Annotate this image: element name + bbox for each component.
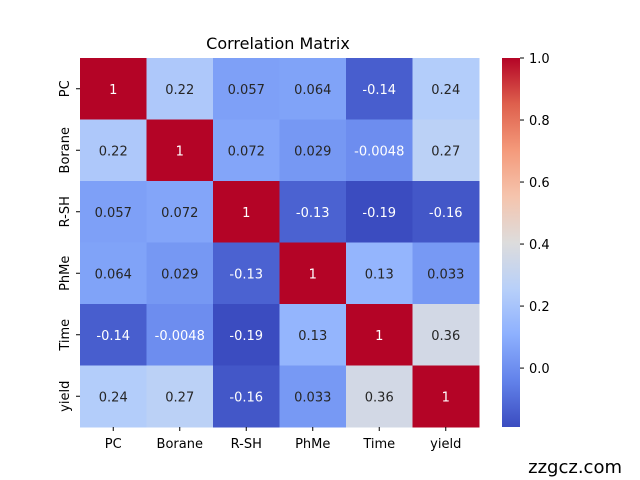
- heatmap-cell-PC-Borane: [146, 58, 214, 120]
- cell-value-label: -0.14: [96, 329, 130, 344]
- colorbar-tick-label: 0.4: [529, 238, 550, 253]
- heatmap-cell-Time-yield: [412, 304, 480, 366]
- cell-value-label: 0.029: [294, 144, 331, 159]
- heatmap-cell-R-SH-yield: [412, 181, 480, 243]
- cell-value-label: 1: [442, 390, 450, 405]
- cell-value-label: 0.24: [431, 83, 460, 98]
- heatmap-cell-Time-Time: [346, 304, 413, 366]
- chart-title: Correlation Matrix: [206, 34, 350, 53]
- heatmap-cell-PhMe-R-SH: [213, 242, 280, 305]
- colorbar-tick-label: 0.0: [529, 362, 550, 377]
- colorbar: 0.0 0.2 0.4 0.6 0.8 1.0: [502, 52, 550, 427]
- x-tick-label-Time: Time: [362, 437, 395, 452]
- cell-value-label: 0.057: [95, 206, 132, 221]
- heatmap-cell-Time-Borane: [146, 304, 214, 366]
- cell-value-label: 0.22: [165, 83, 194, 98]
- watermark-text: zzgcz.com: [528, 457, 622, 478]
- cell-value-label: 0.36: [431, 329, 460, 344]
- heatmap-cell-yield-yield: [412, 365, 480, 428]
- heatmap-cell-Borane-Time: [346, 119, 413, 182]
- heatmap-cell-yield-PC: [80, 365, 147, 428]
- colorbar-tick-label: 0.8: [529, 114, 550, 129]
- y-tick-label-PC: PC: [58, 80, 73, 97]
- heatmap-cell-yield-PhMe: [279, 365, 347, 428]
- heatmap-cell-yield-Time: [346, 365, 413, 428]
- heatmap-cell-Time-R-SH: [213, 304, 280, 366]
- cell-value-label: 1: [309, 267, 317, 282]
- cell-value-label: -0.14: [362, 83, 396, 98]
- heatmap-cell-PC-yield: [412, 58, 480, 120]
- heatmap-cell-Borane-yield: [412, 119, 480, 182]
- heatmap-cell-R-SH-R-SH: [213, 181, 280, 243]
- heatmap-cell-yield-R-SH: [213, 365, 280, 428]
- heatmap-cell-Borane-PhMe: [279, 119, 347, 182]
- x-axis-ticks: PC Borane R-SH PhMe Time yield: [105, 427, 461, 452]
- heatmap-cell-Borane-R-SH: [213, 119, 280, 182]
- heatmap-cell-PC-R-SH: [213, 58, 280, 120]
- cell-value-label: 0.064: [95, 267, 132, 282]
- y-tick-label-Borane: Borane: [58, 127, 73, 173]
- cell-value-label: 0.13: [365, 267, 394, 282]
- cell-value-label: 1: [242, 206, 250, 221]
- y-axis-ticks: PC Borane R-SH PhMe Time yield: [58, 80, 80, 412]
- cell-value-label: 0.36: [365, 390, 394, 405]
- y-tick-label-PhMe: PhMe: [58, 256, 73, 291]
- cell-value-label: 0.064: [294, 83, 331, 98]
- cell-value-label: 0.029: [161, 267, 198, 282]
- heatmap-cell-yield-Borane: [146, 365, 214, 428]
- y-tick-label-R-SH: R-SH: [58, 196, 73, 227]
- heatmap-cell-PhMe-yield: [412, 242, 480, 305]
- colorbar-tick-label: 1.0: [529, 52, 550, 67]
- x-tick-label-PC: PC: [105, 437, 122, 452]
- x-tick-label-PhMe: PhMe: [295, 437, 330, 452]
- colorbar-tick-label: 0.2: [529, 300, 550, 315]
- y-tick-label-yield: yield: [58, 381, 73, 412]
- cell-value-label: 0.24: [99, 390, 128, 405]
- heatmap-cell-R-SH-Borane: [146, 181, 214, 243]
- cell-value-label: -0.19: [229, 329, 263, 344]
- y-tick-label-Time: Time: [58, 319, 73, 352]
- cell-value-label: 1: [375, 329, 383, 344]
- cell-value-label: 0.27: [431, 144, 460, 159]
- heatmap-cell-R-SH-PC: [80, 181, 147, 243]
- cell-value-label: -0.16: [229, 390, 263, 405]
- heatmap-cell-PC-PhMe: [279, 58, 347, 120]
- heatmap-cell-Borane-PC: [80, 119, 147, 182]
- cell-value-label: 0.13: [298, 329, 327, 344]
- heatmap-cell-PhMe-Time: [346, 242, 413, 305]
- cell-value-label: 0.033: [427, 267, 464, 282]
- colorbar-tick-label: 0.6: [529, 176, 550, 191]
- cell-value-label: -0.13: [229, 267, 263, 282]
- heatmap-cell-R-SH-Time: [346, 181, 413, 243]
- heatmap-cells: 1 0.22 0.057 0.064 -0.14 0.24 0.22 1 0.072 0.029 -…: [80, 58, 480, 428]
- heatmap-cell-PC-Time: [346, 58, 413, 120]
- cell-value-label: -0.0048: [354, 144, 404, 159]
- x-tick-label-yield: yield: [430, 437, 461, 452]
- cell-value-label: -0.19: [362, 206, 396, 221]
- cell-value-label: -0.16: [429, 206, 463, 221]
- cell-value-label: 0.057: [228, 83, 265, 98]
- cell-value-label: -0.0048: [155, 329, 205, 344]
- cell-value-label: 0.27: [165, 390, 194, 405]
- cell-value-label: 0.072: [161, 206, 198, 221]
- x-tick-label-Borane: Borane: [157, 437, 203, 452]
- cell-value-label: 0.072: [228, 144, 265, 159]
- cell-value-label: -0.13: [296, 206, 330, 221]
- heatmap-cell-PhMe-PhMe: [279, 242, 347, 305]
- heatmap-cell-Time-PhMe: [279, 304, 347, 366]
- colorbar-gradient: [502, 58, 520, 427]
- heatmap-cell-PhMe-Borane: [146, 242, 214, 305]
- cell-value-label: 1: [109, 83, 117, 98]
- heatmap-cell-Time-PC: [80, 304, 147, 366]
- cell-value-label: 0.033: [294, 390, 331, 405]
- heatmap-cell-PhMe-PC: [80, 242, 147, 305]
- heatmap-cell-PC-PC: [80, 58, 147, 120]
- heatmap-cell-R-SH-PhMe: [279, 181, 347, 243]
- cell-value-label: 1: [176, 144, 184, 159]
- heatmap-cell-Borane-Borane: [146, 119, 214, 182]
- x-tick-label-R-SH: R-SH: [231, 437, 262, 452]
- cell-value-label: 0.22: [99, 144, 128, 159]
